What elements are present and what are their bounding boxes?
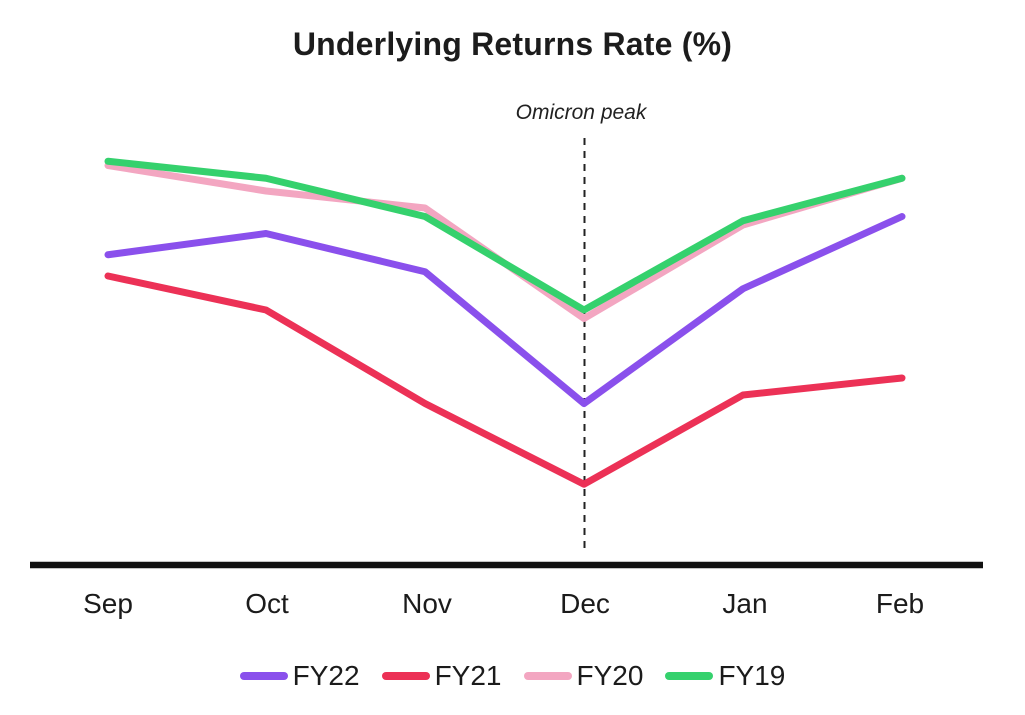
series-line-fy22 — [104, 213, 906, 407]
legend-label-fy22: FY22 — [292, 660, 360, 691]
legend-label-fy20: FY20 — [576, 660, 644, 691]
legend-item-fy19: FY19 — [665, 660, 785, 692]
x-tick-label-jan: Jan — [722, 588, 768, 619]
legend-swatch-fy19 — [665, 672, 714, 680]
annotation-label: Omicron peak — [515, 101, 647, 124]
legend-swatch-fy21 — [381, 672, 430, 680]
series-lines — [104, 157, 906, 488]
x-tick-label-nov: Nov — [402, 588, 452, 619]
x-tick-label-feb: Feb — [875, 588, 925, 619]
legend-item-fy20: FY20 — [523, 660, 644, 692]
x-axis-labels: Sep Oct Nov Dec Jan Feb — [0, 588, 1025, 622]
x-tick-label-oct: Oct — [245, 588, 289, 619]
series-line-fy21 — [104, 272, 906, 488]
legend-item-fy22: FY22 — [239, 660, 360, 692]
series-line-fy19 — [104, 157, 906, 314]
legend-swatch-fy22 — [239, 672, 288, 680]
legend-label-fy21: FY21 — [434, 660, 502, 691]
legend-label-fy19: FY19 — [718, 660, 786, 691]
legend-item-fy21: FY21 — [381, 660, 502, 692]
x-tick-label-sep: Sep — [83, 588, 133, 619]
chart-title: Underlying Returns Rate (%) — [292, 26, 733, 62]
x-tick-label-dec: Dec — [560, 588, 610, 619]
legend: FY22 FY21 FY20 FY19 — [0, 660, 1025, 692]
legend-swatch-fy20 — [523, 672, 572, 680]
